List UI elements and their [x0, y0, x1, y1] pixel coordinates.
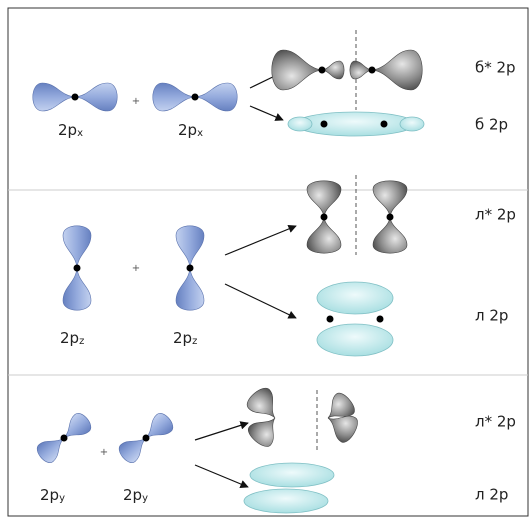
- plus: +: [132, 263, 140, 274]
- bonding-cloud: [400, 117, 424, 131]
- nucleus: [61, 435, 68, 442]
- nucleus: [321, 214, 328, 221]
- plus: +: [100, 447, 108, 458]
- lobe: [373, 181, 407, 217]
- arrow: [225, 284, 296, 318]
- orbital-label: 2px: [178, 121, 203, 140]
- bonding-cloud: [317, 324, 393, 356]
- arrow: [195, 465, 248, 487]
- orbital-label: 2px: [58, 121, 83, 140]
- lobe: [272, 50, 322, 90]
- bonding-cloud: [288, 117, 312, 131]
- orbital-label: 2pz: [173, 329, 197, 348]
- nucleus: [387, 214, 394, 221]
- nucleus: [143, 435, 150, 442]
- mo-label: б* 2p: [475, 59, 516, 77]
- mo-label: л* 2p: [475, 206, 516, 224]
- nucleus: [321, 121, 328, 128]
- nucleus: [377, 316, 384, 323]
- lobe: [176, 226, 204, 268]
- diagram: 2px + 2px б* 2p б 2p 2pz + 2pz л* 2p л 2…: [0, 0, 532, 519]
- nucleus: [192, 94, 199, 101]
- nucleus: [72, 94, 79, 101]
- nucleus: [327, 316, 334, 323]
- mo-label: л 2p: [475, 307, 508, 325]
- bonding-cloud: [250, 463, 334, 487]
- arrow: [250, 106, 283, 120]
- lobe: [307, 181, 341, 217]
- bonding-cloud: [317, 282, 393, 314]
- bonding-cloud: [295, 112, 415, 136]
- mo-label: л* 2p: [475, 413, 516, 431]
- arrow: [195, 423, 248, 440]
- lobe: [63, 268, 91, 310]
- nucleus: [74, 265, 81, 272]
- mo-label: л 2p: [475, 486, 508, 504]
- nucleus: [319, 67, 326, 74]
- nucleus: [187, 265, 194, 272]
- lobe: [244, 384, 286, 427]
- orbital-label: 2py: [123, 486, 148, 505]
- lobe: [33, 83, 75, 111]
- lobe: [176, 268, 204, 310]
- lobe: [195, 83, 237, 111]
- lobe: [75, 83, 117, 111]
- lobe: [307, 217, 341, 253]
- orbital-label: 2py: [40, 486, 65, 505]
- lobe: [372, 50, 422, 90]
- lobe: [245, 409, 286, 450]
- orbital-label: 2pz: [60, 329, 84, 348]
- arrow: [225, 226, 296, 255]
- lobe: [63, 226, 91, 268]
- orbitals: [33, 30, 424, 513]
- nucleus: [369, 67, 376, 74]
- lobe: [373, 217, 407, 253]
- nucleus: [381, 121, 388, 128]
- plus: +: [132, 96, 140, 107]
- bonding-cloud: [244, 489, 328, 513]
- mo-label: б 2p: [475, 116, 508, 134]
- lobe: [153, 83, 195, 111]
